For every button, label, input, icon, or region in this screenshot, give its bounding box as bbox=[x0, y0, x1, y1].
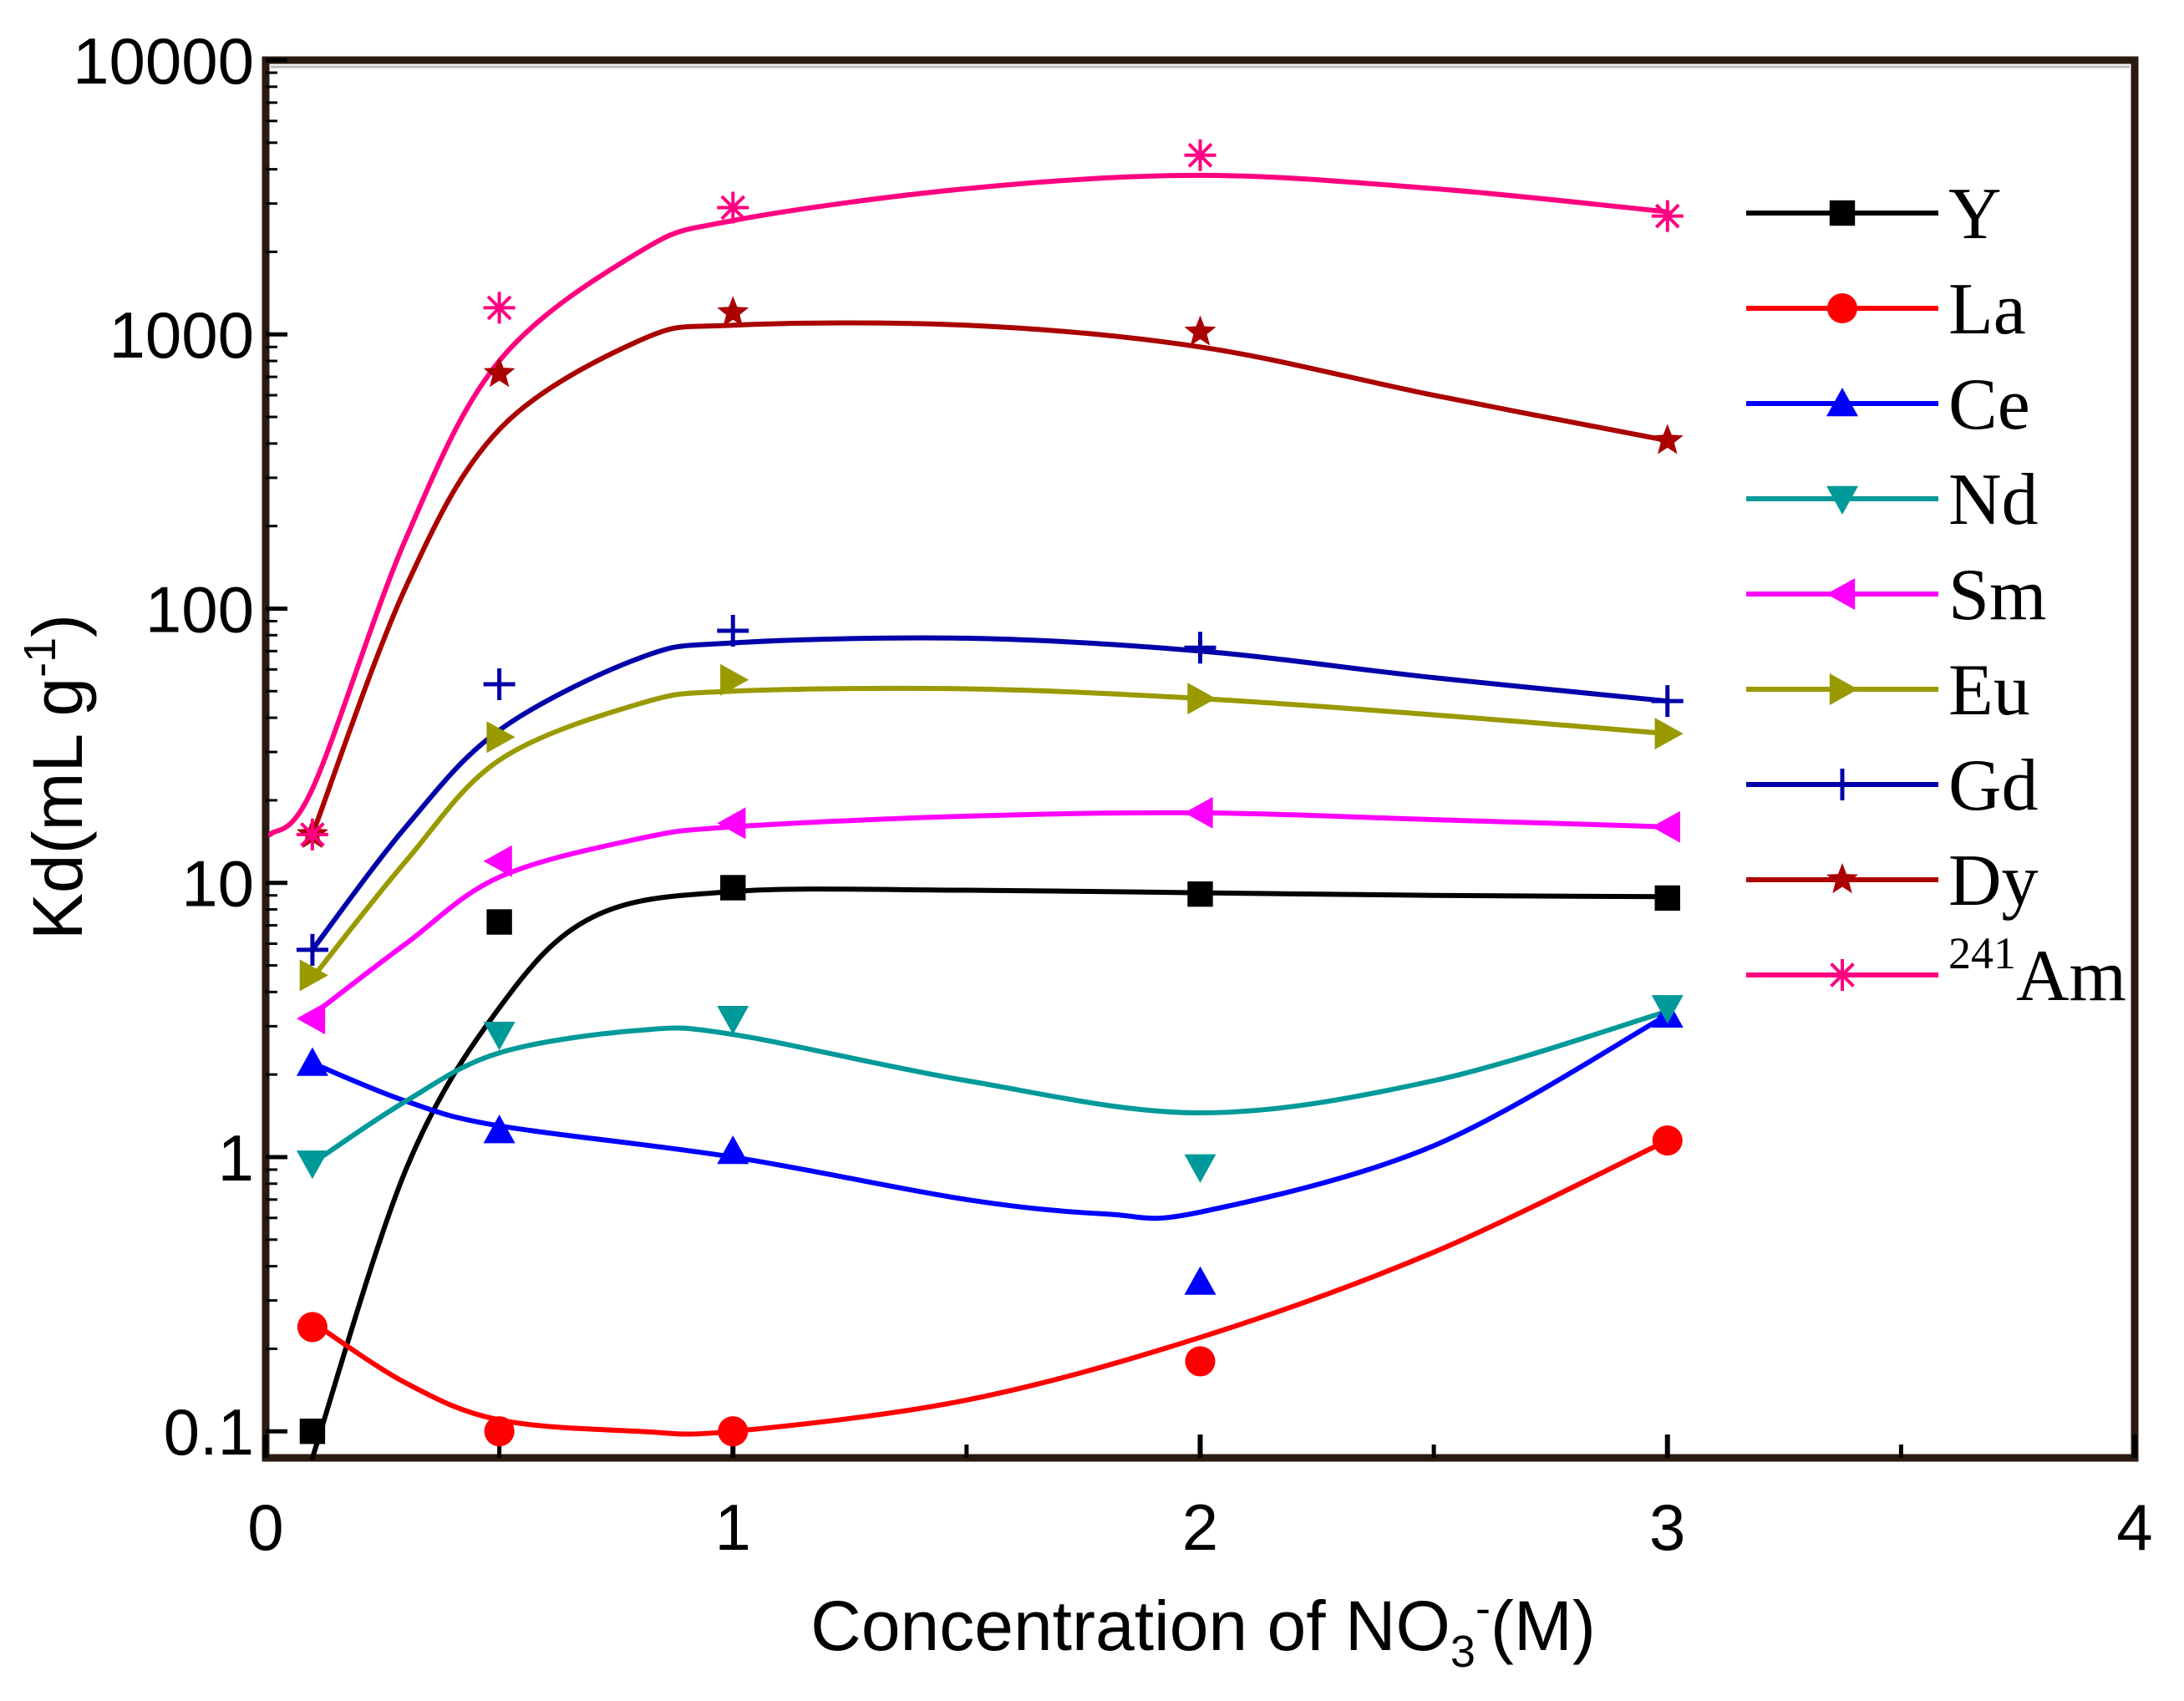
point-am bbox=[717, 191, 749, 224]
point-nd bbox=[717, 1005, 749, 1035]
point-nd bbox=[483, 1021, 516, 1051]
point-sm bbox=[1184, 796, 1213, 829]
point-y bbox=[1187, 881, 1213, 907]
y-tick-label: 0.1 bbox=[164, 1395, 254, 1469]
point-sm bbox=[483, 845, 512, 877]
curve-la bbox=[309, 1138, 1670, 1437]
point-la bbox=[1185, 1346, 1216, 1377]
point-am bbox=[1184, 139, 1216, 171]
legend-marker-ce bbox=[1826, 388, 1858, 417]
point-nd bbox=[1651, 995, 1684, 1024]
x-tick-label: 3 bbox=[1649, 1490, 1685, 1564]
point-dy bbox=[1651, 424, 1684, 454]
point-la bbox=[484, 1416, 515, 1447]
point-y bbox=[720, 875, 746, 901]
x-axis-title: Concentration of NO3-(M) bbox=[810, 1583, 1596, 1677]
point-am bbox=[1651, 200, 1684, 232]
axes: 0 1 2 3 4 0.1 1 10 100 1000 10000 bbox=[73, 24, 2153, 1564]
point-am bbox=[483, 292, 516, 324]
y-axis-title: Kd(mL g-1) bbox=[15, 614, 97, 940]
point-sm bbox=[296, 1003, 326, 1035]
point-la bbox=[1652, 1125, 1683, 1156]
point-gd bbox=[1184, 632, 1216, 664]
y-tick-label: 10000 bbox=[73, 24, 254, 98]
legend-marker-sm bbox=[1826, 578, 1856, 610]
legend-label-am: 241Am bbox=[1948, 928, 2126, 1017]
point-dy bbox=[1184, 315, 1216, 346]
legend-label-nd: Nd bbox=[1948, 460, 2039, 541]
point-sm bbox=[717, 807, 746, 840]
legend-label-gd: Gd bbox=[1948, 745, 2039, 826]
curve-ce bbox=[309, 1012, 1670, 1221]
point-gd bbox=[717, 615, 749, 647]
y-tick-label: 1 bbox=[218, 1121, 254, 1195]
x-tick-label: 0 bbox=[247, 1490, 283, 1564]
curve-y bbox=[309, 886, 1670, 1460]
point-nd bbox=[1184, 1154, 1216, 1183]
legend-label-dy: Dy bbox=[1948, 840, 2039, 922]
legend-label-sm: Sm bbox=[1948, 555, 2046, 636]
legend-marker-y bbox=[1829, 200, 1856, 226]
fit-curves bbox=[267, 172, 1670, 1460]
point-ce bbox=[296, 1047, 328, 1076]
point-dy bbox=[483, 357, 516, 388]
point-y bbox=[299, 1418, 326, 1445]
x-tick-label: 4 bbox=[2116, 1490, 2152, 1564]
point-y bbox=[486, 909, 512, 935]
legend-marker-nd bbox=[1826, 485, 1858, 515]
legend-label-eu: Eu bbox=[1948, 650, 2030, 731]
curve-eu bbox=[309, 685, 1670, 981]
legend-label-y: Y bbox=[1948, 174, 2002, 255]
data-markers bbox=[296, 139, 1684, 1447]
legend-marker-am bbox=[1826, 959, 1858, 991]
point-gd bbox=[483, 668, 516, 700]
y-tick-label: 1000 bbox=[109, 298, 254, 372]
point-gd bbox=[296, 933, 328, 966]
curve-nd bbox=[309, 1008, 1670, 1166]
legend-marker-la bbox=[1826, 292, 1858, 324]
curve-dy bbox=[309, 320, 1670, 837]
plot-frame bbox=[262, 56, 2139, 1462]
legend-marker-eu bbox=[1829, 673, 1858, 705]
point-gd bbox=[1651, 685, 1684, 718]
point-ce bbox=[483, 1115, 516, 1144]
curve-sm bbox=[309, 810, 1670, 1018]
y-tick-label: 100 bbox=[145, 572, 254, 646]
point-eu bbox=[486, 721, 516, 754]
legend-marker-dy bbox=[1826, 863, 1858, 894]
point-nd bbox=[296, 1150, 328, 1180]
point-la bbox=[718, 1416, 749, 1447]
point-eu bbox=[720, 663, 749, 696]
legend-marker-gd bbox=[1826, 769, 1858, 800]
point-dy bbox=[717, 296, 749, 327]
legend-label-ce: Ce bbox=[1948, 364, 2030, 445]
curve-gd bbox=[309, 635, 1670, 952]
x-tick-label: 2 bbox=[1182, 1490, 1218, 1564]
point-am bbox=[296, 818, 328, 850]
legend-label-la: La bbox=[1948, 269, 2026, 350]
y-tick-label: 10 bbox=[181, 847, 254, 921]
point-eu bbox=[1654, 718, 1684, 750]
point-sm bbox=[1651, 810, 1680, 843]
point-eu bbox=[299, 959, 328, 992]
point-ce bbox=[1184, 1266, 1216, 1295]
point-la bbox=[297, 1312, 328, 1343]
point-ce bbox=[717, 1135, 749, 1165]
point-eu bbox=[1187, 683, 1216, 715]
x-tick-label: 1 bbox=[715, 1490, 751, 1564]
curve-am bbox=[267, 172, 1670, 837]
point-y bbox=[1654, 885, 1680, 911]
